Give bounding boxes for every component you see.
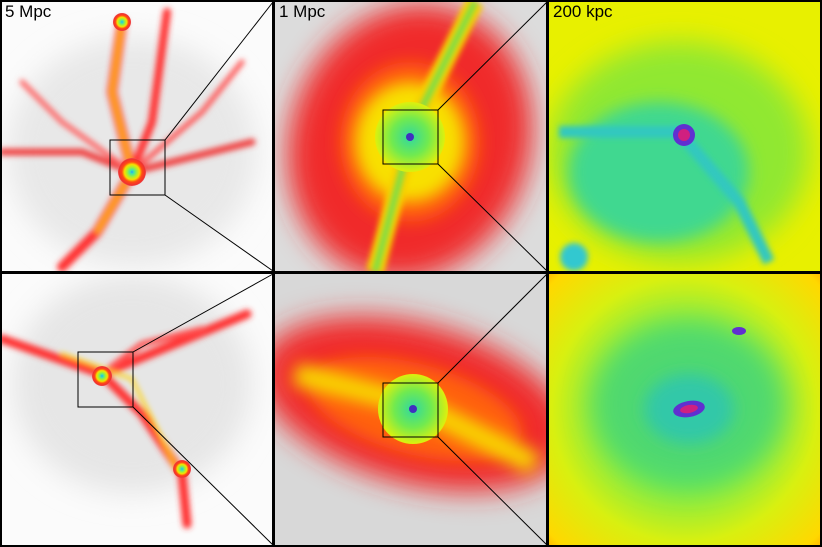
panel-medium-top [275,2,546,271]
panel-small-top [549,2,820,271]
scale-label: 200 kpc [553,2,613,21]
zoom-indicators [77,1,548,546]
panel-medium-bottom [275,274,546,545]
zoom-box [77,351,134,408]
scale-label: 5 Mpc [5,2,52,21]
scale-label: 1 Mpc [279,2,326,21]
panel-large-top [2,2,272,271]
zoom-box [382,382,439,438]
zoom-box [382,109,439,165]
zoom-box [109,139,166,196]
panel-small-bottom [549,274,820,545]
